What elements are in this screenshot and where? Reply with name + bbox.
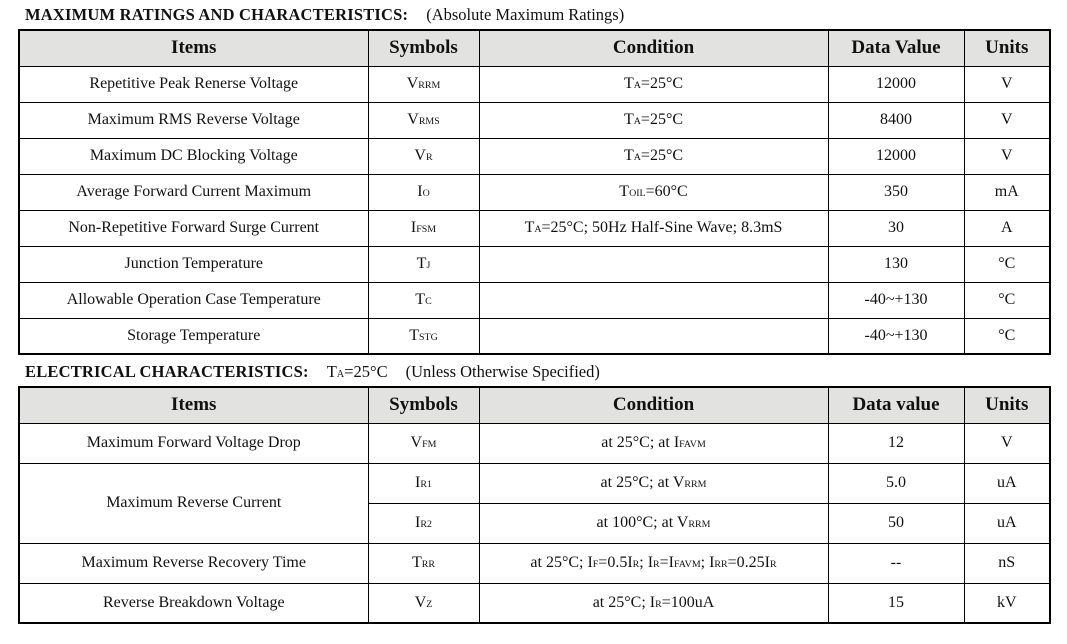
table-row: Maximum Reverse Current IR1 at 25°C; at … — [18, 462, 1051, 544]
item-cell: Average Forward Current Maximum — [18, 173, 369, 211]
condition-cell: TA=25°C — [478, 137, 829, 175]
units-cell: °C — [963, 245, 1051, 283]
symbol-cell: IR1 — [367, 462, 480, 504]
item-cell: Repetitive Peak Renerse Voltage — [18, 65, 369, 103]
units-cell: A — [963, 209, 1051, 247]
item-cell: Maximum RMS Reverse Voltage — [18, 101, 369, 139]
item-cell: Reverse Breakdown Voltage — [18, 582, 369, 624]
symbol-cell: TC — [367, 281, 480, 319]
value-cell: 50 — [827, 502, 965, 544]
header-value: Data Value — [827, 29, 965, 67]
symbol-cell: TSTG — [367, 317, 480, 355]
units-cell: °C — [963, 281, 1051, 319]
value-cell: -40~+130 — [827, 281, 965, 319]
units-cell: kV — [963, 582, 1051, 624]
table-row: Repetitive Peak Renerse Voltage VRRM TA=… — [18, 65, 1051, 103]
condition-cell — [478, 245, 829, 283]
electrical-subtitle: (Unless Otherwise Specified) — [405, 362, 600, 381]
item-cell: Junction Temperature — [18, 245, 369, 283]
symbol-cell: IFSM — [367, 209, 480, 247]
header-symbols: Symbols — [367, 386, 480, 424]
units-cell: V — [963, 137, 1051, 175]
max-ratings-section-title: MAXIMUM RATINGS AND CHARACTERISTICS: (Abs… — [18, 3, 1049, 29]
header-units: Units — [963, 29, 1051, 67]
max-ratings-subtitle: (Absolute Maximum Ratings) — [426, 5, 625, 24]
value-cell: -- — [827, 542, 965, 584]
units-cell: uA — [963, 462, 1051, 504]
value-cell: -40~+130 — [827, 317, 965, 355]
symbol-cell: VZ — [367, 582, 480, 624]
table-row: IR2 at 100°C; at VRRM 50 uA — [19, 502, 1051, 544]
value-cell: 12000 — [827, 137, 965, 175]
condition-cell: TOIL=60°C — [478, 173, 829, 211]
symbol-cell: TRR — [367, 542, 480, 584]
value-cell: 350 — [827, 173, 965, 211]
item-cell: Maximum Forward Voltage Drop — [18, 422, 369, 464]
electrical-condition-note: TA=25°C — [326, 362, 388, 381]
item-cell: Maximum DC Blocking Voltage — [18, 137, 369, 175]
symbol-cell: VRMS — [367, 101, 480, 139]
header-condition: Condition — [478, 386, 829, 424]
electrical-title: ELECTRICAL CHARACTERISTICS: — [25, 362, 309, 381]
table-row: Allowable Operation Case Temperature TC … — [18, 281, 1051, 319]
condition-cell — [478, 317, 829, 355]
header-condition: Condition — [478, 29, 829, 67]
condition-cell: at 25°C; at VRRM — [478, 462, 829, 504]
table-header-row: Items Symbols Condition Data Value Units — [18, 29, 1051, 67]
value-cell: 15 — [827, 582, 965, 624]
condition-cell — [478, 281, 829, 319]
value-cell: 130 — [827, 245, 965, 283]
condition-cell: at 25°C; at IFAVM — [478, 422, 829, 464]
units-cell: V — [963, 65, 1051, 103]
table-row: Maximum RMS Reverse Voltage VRMS TA=25°C… — [18, 101, 1051, 139]
value-cell: 5.0 — [827, 462, 965, 504]
header-symbols: Symbols — [367, 29, 480, 67]
value-cell: 12000 — [827, 65, 965, 103]
units-cell: V — [963, 422, 1051, 464]
symbol-cell: VFM — [367, 422, 480, 464]
condition-cell: TA=25°C — [478, 65, 829, 103]
header-units: Units — [963, 386, 1051, 424]
header-value: Data value — [827, 386, 965, 424]
item-cell: Non-Repetitive Forward Surge Current — [18, 209, 369, 247]
electrical-table: Items Symbols Condition Data value Units… — [18, 386, 1051, 624]
table-row: Storage Temperature TSTG -40~+130 °C — [18, 317, 1051, 355]
item-cell: Maximum Reverse Current — [18, 462, 369, 544]
table-header-row: Items Symbols Condition Data value Units — [18, 386, 1051, 424]
table-row: Non-Repetitive Forward Surge Current IFS… — [18, 209, 1051, 247]
condition-cell: at 100°C; at VRRM — [478, 502, 829, 544]
table-row: Average Forward Current Maximum IO TOIL=… — [18, 173, 1051, 211]
value-cell: 8400 — [827, 101, 965, 139]
table-row: Reverse Breakdown Voltage VZ at 25°C; IR… — [18, 582, 1051, 624]
units-cell: V — [963, 101, 1051, 139]
condition-cell: TA=25°C — [478, 101, 829, 139]
units-cell: nS — [963, 542, 1051, 584]
units-cell: uA — [963, 502, 1051, 544]
header-items: Items — [18, 386, 369, 424]
datasheet-page: MAXIMUM RATINGS AND CHARACTERISTICS: (Abs… — [18, 3, 1051, 624]
table-row: Maximum Reverse Recovery Time TRR at 25°… — [18, 542, 1051, 584]
item-cell: Allowable Operation Case Temperature — [18, 281, 369, 319]
condition-cell: at 25°C; IR=100uA — [478, 582, 829, 624]
condition-cell: TA=25°C; 50Hz Half-Sine Wave; 8.3mS — [478, 209, 829, 247]
symbol-cell: VRRM — [367, 65, 480, 103]
symbol-cell: IO — [367, 173, 480, 211]
item-cell: Maximum Reverse Recovery Time — [18, 542, 369, 584]
units-cell: mA — [963, 173, 1051, 211]
symbol-cell: VR — [367, 137, 480, 175]
symbol-cell: IR2 — [367, 502, 480, 544]
condition-cell: at 25°C; IF=0.5IR; IR=IFAVM; IRR=0.25IR — [478, 542, 829, 584]
units-cell: °C — [963, 317, 1051, 355]
item-cell: Storage Temperature — [18, 317, 369, 355]
symbol-cell: TJ — [367, 245, 480, 283]
max-ratings-table: Items Symbols Condition Data Value Units… — [18, 29, 1051, 355]
header-items: Items — [18, 29, 369, 67]
table-row: Maximum Forward Voltage Drop VFM at 25°C… — [18, 422, 1051, 464]
value-cell: 30 — [827, 209, 965, 247]
electrical-section-title: ELECTRICAL CHARACTERISTICS: TA=25°C (Unles… — [18, 360, 1049, 386]
max-ratings-title: MAXIMUM RATINGS AND CHARACTERISTICS: — [25, 5, 409, 24]
table-row: Junction Temperature TJ 130 °C — [18, 245, 1051, 283]
value-cell: 12 — [827, 422, 965, 464]
table-row: Maximum DC Blocking Voltage VR TA=25°C 1… — [18, 137, 1051, 175]
